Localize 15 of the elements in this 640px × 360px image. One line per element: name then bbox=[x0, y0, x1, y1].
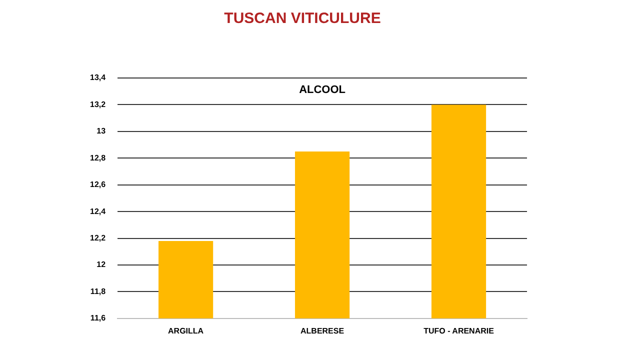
y-tick-label: 13 bbox=[96, 126, 106, 136]
chart-title: TUSCAN VITICULURE bbox=[224, 10, 381, 28]
y-tick-label: 12,6 bbox=[90, 180, 106, 190]
y-tick-label: 12,8 bbox=[90, 153, 106, 162]
y-tick-label: 12 bbox=[96, 260, 106, 270]
y-tick-label: 11,8 bbox=[90, 286, 106, 296]
y-tick-label: 11,6 bbox=[90, 314, 106, 323]
y-tick-label: 13,2 bbox=[90, 100, 106, 109]
x-tick-label: ALBERESE bbox=[300, 326, 345, 336]
x-tick-label: TUFO - ARENARIE bbox=[424, 326, 495, 336]
y-tick-label: 12,4 bbox=[90, 206, 106, 216]
y-tick-label: 13,4 bbox=[90, 73, 106, 82]
x-tick-label: ARGILLA bbox=[168, 326, 204, 336]
text: ALCOOL bbox=[299, 84, 346, 96]
y-tick-label: 12,2 bbox=[90, 233, 106, 242]
